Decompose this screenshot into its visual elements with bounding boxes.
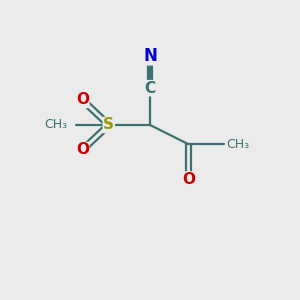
Text: N: N	[143, 47, 157, 65]
Text: C: C	[144, 81, 156, 96]
Text: O: O	[76, 92, 89, 107]
Text: O: O	[182, 172, 195, 187]
Text: O: O	[76, 142, 89, 158]
Text: CH₃: CH₃	[226, 138, 250, 151]
Text: S: S	[103, 118, 114, 133]
Text: CH₃: CH₃	[44, 118, 68, 131]
